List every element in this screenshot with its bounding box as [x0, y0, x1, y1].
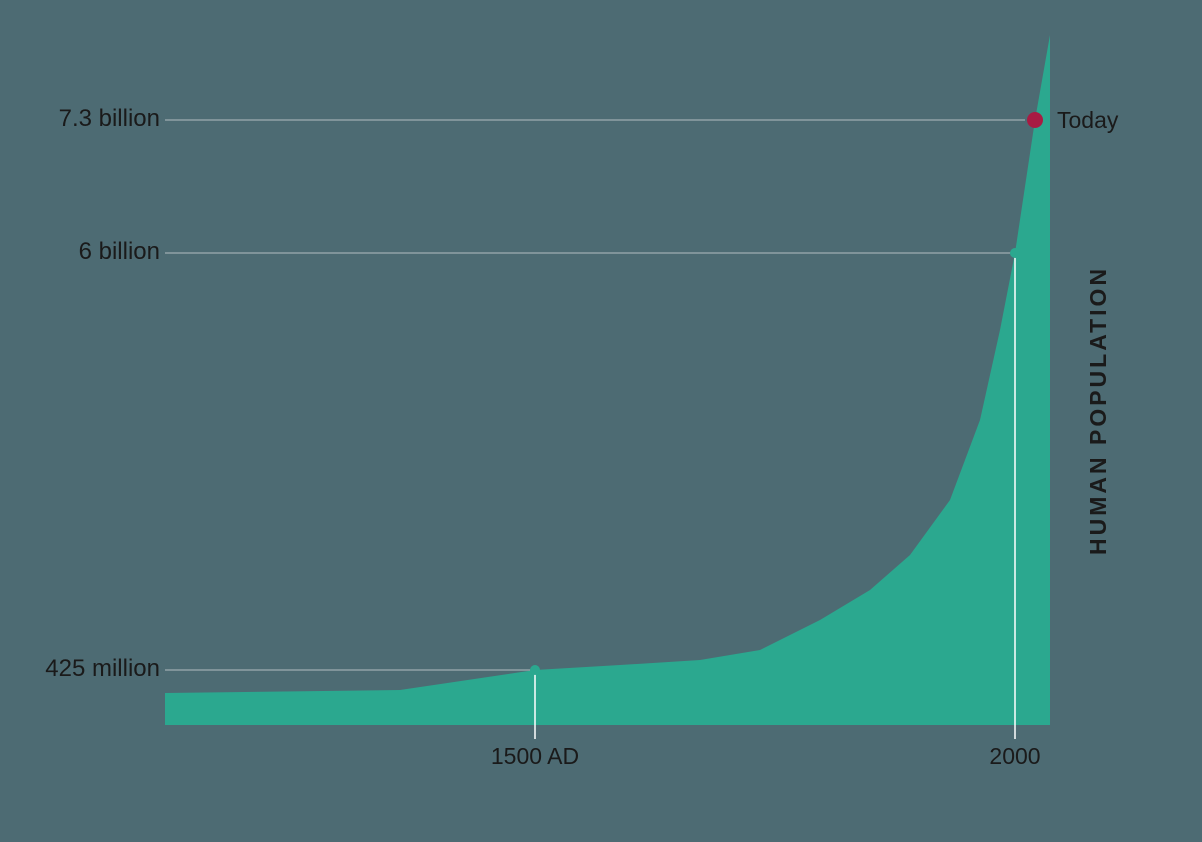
data-point-2000 — [1010, 248, 1020, 258]
data-point-1500 — [530, 665, 540, 675]
population-chart: 7.3 billion 6 billion 425 million 1500 A… — [0, 0, 1202, 842]
y-label-7-3-billion: 7.3 billion — [40, 105, 160, 133]
y-axis-title: HUMAN POPULATION — [1085, 255, 1112, 555]
y-label-425-million: 425 million — [20, 655, 160, 683]
today-marker — [1027, 112, 1043, 128]
y-label-6-billion: 6 billion — [40, 238, 160, 266]
x-label-2000: 2000 — [980, 743, 1050, 770]
today-label: Today — [1057, 107, 1118, 134]
x-label-1500: 1500 AD — [480, 743, 590, 770]
chart-svg — [0, 0, 1202, 842]
